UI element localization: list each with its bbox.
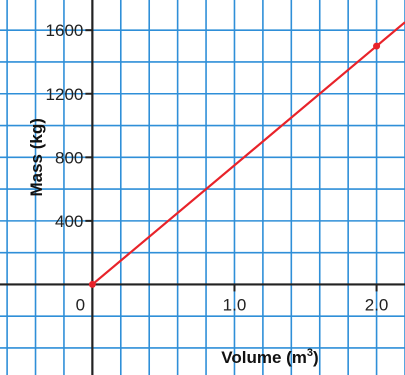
- tick-labels: 400 800 1200 1600 1.0 2.0: [46, 21, 389, 314]
- y-tick-label: 800: [55, 148, 83, 167]
- y-tick-label: 400: [55, 212, 83, 231]
- data-point: [88, 280, 96, 288]
- origin-label: 0: [76, 295, 85, 314]
- y-tick-label: 1200: [46, 85, 84, 104]
- y-tick-label: 1600: [46, 21, 84, 40]
- x-axis-title: Volume (m3): [221, 347, 318, 367]
- x-axis-title-superscript: 3: [307, 347, 313, 359]
- x-axis-title-main: Volume (m: [221, 348, 307, 367]
- x-axis-title-close: ): [313, 348, 319, 367]
- data-point: [373, 42, 381, 50]
- y-axis-title: Mass (kg): [27, 118, 46, 196]
- x-tick-label: 2.0: [365, 295, 389, 314]
- x-tick-label: 1.0: [223, 295, 247, 314]
- points-layer: [88, 42, 381, 288]
